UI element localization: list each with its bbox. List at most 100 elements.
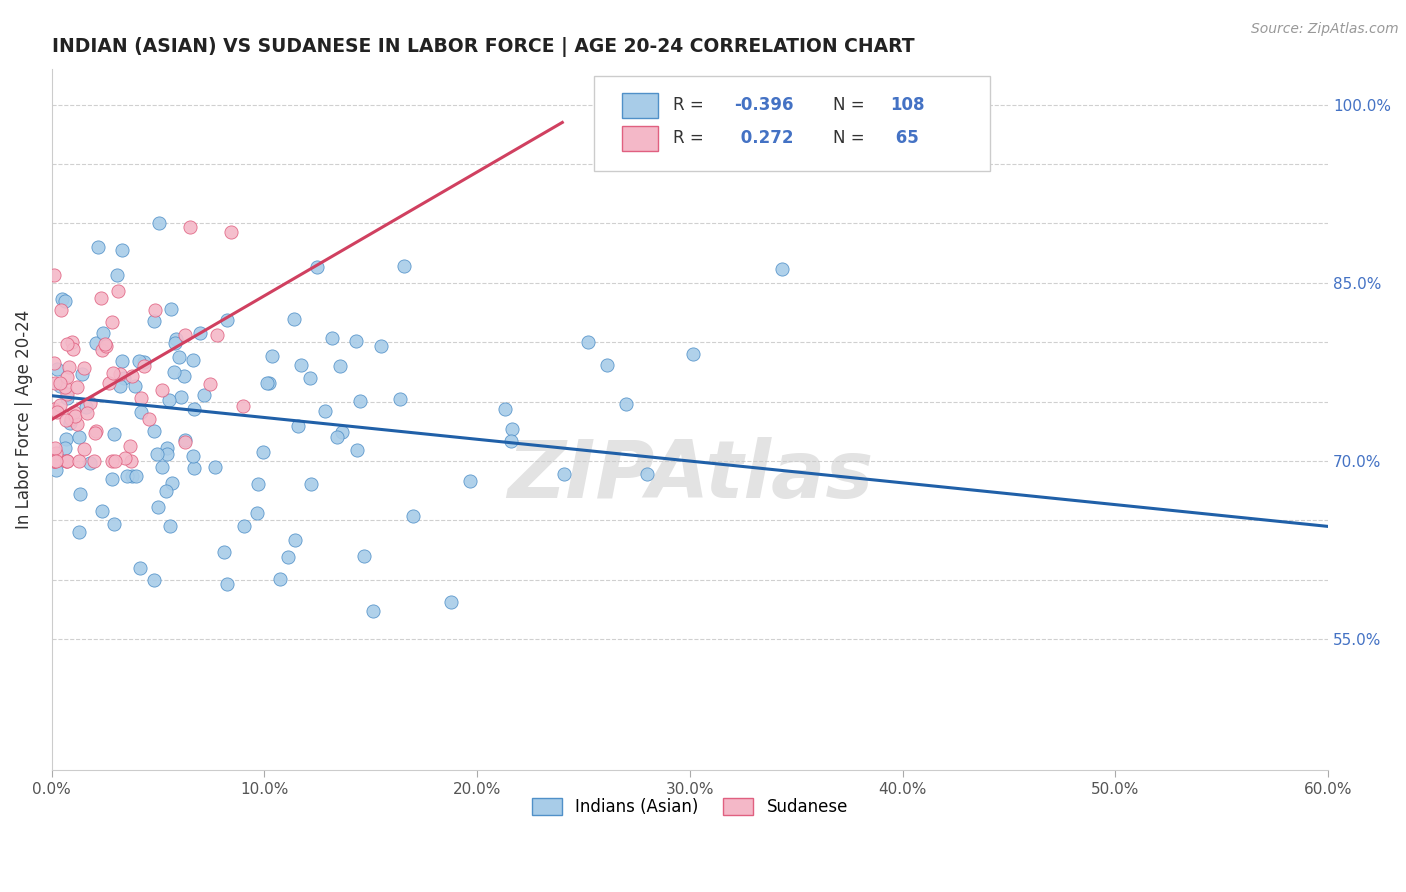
Point (138, 412, 160, 426)
Point (284, 533, 307, 547)
Point (142, 573, 165, 587)
Point (75, 401, 97, 415)
Point (79, 456, 101, 470)
Point (121, 469, 143, 483)
Point (188, 326, 211, 341)
Point (353, 549, 375, 564)
Point (277, 549, 299, 564)
Point (501, 422, 523, 436)
Point (55, 454, 77, 468)
Point (321, 331, 343, 345)
Point (90, 343, 112, 358)
Point (56, 387, 79, 401)
Point (55, 432, 77, 446)
Text: N =: N = (832, 96, 865, 114)
Point (55, 337, 77, 351)
Point (65, 409, 87, 423)
Point (55, 412, 77, 426)
Text: -0.396: -0.396 (734, 96, 794, 114)
Text: R =: R = (673, 96, 704, 114)
Point (91, 326, 114, 341)
Point (128, 354, 150, 368)
Point (173, 368, 195, 383)
Point (120, 454, 142, 468)
Point (56, 454, 79, 468)
Point (59, 412, 82, 426)
Point (103, 517, 125, 532)
Text: ZIPAtlas: ZIPAtlas (506, 436, 873, 515)
Point (232, 399, 254, 413)
Point (108, 378, 131, 392)
Point (111, 243, 134, 257)
Point (46, 404, 69, 418)
Point (42, 268, 65, 283)
Point (73, 442, 96, 456)
Point (217, 312, 239, 326)
Text: N =: N = (832, 129, 865, 147)
Point (159, 301, 181, 316)
Point (259, 376, 281, 391)
FancyBboxPatch shape (595, 76, 990, 170)
Y-axis label: In Labor Force | Age 20-24: In Labor Force | Age 20-24 (15, 310, 32, 529)
Point (440, 595, 463, 609)
Point (207, 327, 229, 342)
Point (458, 474, 481, 488)
Point (290, 358, 312, 372)
Point (150, 383, 173, 397)
Point (97, 376, 120, 391)
FancyBboxPatch shape (623, 126, 658, 151)
Point (115, 469, 138, 483)
Point (246, 476, 269, 491)
Point (67, 454, 90, 468)
Point (66, 380, 89, 394)
Point (170, 390, 193, 404)
Point (70, 368, 93, 382)
Point (167, 350, 190, 364)
Text: 108: 108 (890, 96, 925, 114)
Point (134, 359, 156, 373)
Point (86, 424, 108, 438)
Text: INDIAN (ASIAN) VS SUDANESE IN LABOR FORCE | AGE 20-24 CORRELATION CHART: INDIAN (ASIAN) VS SUDANESE IN LABOR FORC… (52, 37, 914, 57)
Point (148, 216, 170, 230)
Point (111, 353, 134, 368)
Point (53, 380, 76, 394)
Point (44, 376, 66, 391)
Point (55, 454, 77, 468)
Point (73, 361, 96, 376)
FancyBboxPatch shape (623, 93, 658, 118)
Point (42, 356, 65, 370)
Point (499, 434, 522, 448)
Point (256, 376, 278, 391)
Point (361, 605, 384, 619)
Point (112, 371, 135, 385)
Point (156, 442, 179, 456)
Point (173, 433, 195, 447)
Point (246, 506, 269, 520)
Point (129, 404, 152, 418)
Point (93, 336, 115, 351)
Point (494, 401, 516, 416)
Point (193, 388, 215, 402)
Point (287, 418, 309, 433)
Point (165, 332, 187, 346)
Text: R =: R = (673, 129, 704, 147)
Point (56, 392, 79, 406)
Point (84, 336, 107, 351)
Point (105, 268, 128, 283)
Point (252, 445, 274, 459)
Point (299, 371, 322, 385)
Point (682, 347, 704, 361)
Point (45, 445, 67, 459)
Point (159, 519, 181, 533)
Point (107, 285, 129, 299)
Point (174, 328, 197, 343)
Point (179, 220, 201, 235)
Point (108, 367, 131, 381)
Text: Source: ZipAtlas.com: Source: ZipAtlas.com (1251, 22, 1399, 37)
Point (146, 447, 169, 461)
Point (770, 262, 793, 277)
Point (55, 293, 77, 308)
Point (125, 469, 148, 483)
Point (83, 454, 105, 468)
Point (330, 425, 353, 439)
